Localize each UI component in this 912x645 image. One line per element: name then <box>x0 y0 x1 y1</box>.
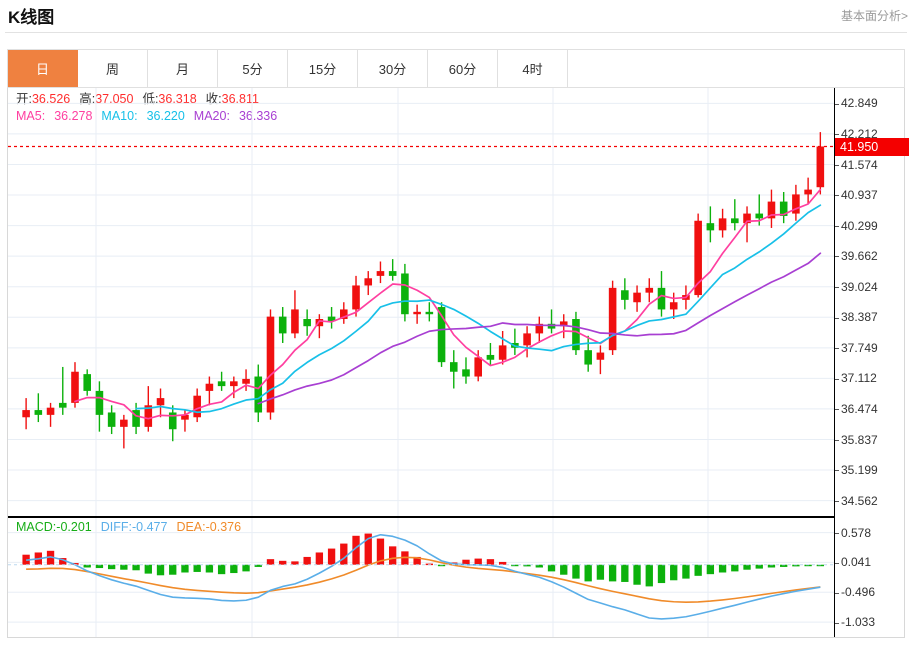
price-axis-tick-7: 38.387 <box>835 310 878 324</box>
open-label: 开: <box>16 92 32 106</box>
price-axis-tick-11: 35.837 <box>835 433 878 447</box>
high-value: 37.050 <box>95 92 134 106</box>
price-plot-panel[interactable] <box>8 88 834 516</box>
tick-label: 0.578 <box>841 525 872 540</box>
close-label: 收: <box>205 92 222 106</box>
diff-value: -0.477 <box>131 520 168 534</box>
macd-value: -0.201 <box>56 520 92 534</box>
price-axis-tick-9: 37.112 <box>835 371 877 385</box>
low-label: 低: <box>142 92 159 106</box>
close-value: 36.811 <box>221 92 259 106</box>
tab-label: 4时 <box>522 62 543 77</box>
tick-label: 35.199 <box>841 463 878 477</box>
ma-legend: MA5: 36.278 MA10: 36.220 MA20: 36.336 <box>16 108 277 125</box>
tab-label: 月 <box>175 62 189 77</box>
tick-label: -0.496 <box>841 585 876 600</box>
tick-label: 35.837 <box>841 432 878 447</box>
macd-axis-tick-2: -0.496 <box>835 585 875 599</box>
price-axis-tick-6: 39.024 <box>835 280 878 294</box>
diff-label: DIFF: <box>100 520 132 534</box>
candlestick-svg <box>8 88 834 516</box>
price-axis-tick-10: 36.474 <box>835 402 878 416</box>
macd-legend: MACD:-0.201 DIFF:-0.477 DEA:-0.376 <box>16 520 241 534</box>
tab-6[interactable]: 60分 <box>428 50 498 87</box>
page-title: K线图 <box>8 8 55 27</box>
tick-label: 39.024 <box>841 279 878 294</box>
tab-7[interactable]: 4时 <box>498 50 568 87</box>
price-axis-tick-8: 37.749 <box>835 341 878 355</box>
dea-value: -0.376 <box>205 520 242 534</box>
timeframe-tabbar: 日 周 月 5分 15分 30分 60分 4时 <box>7 49 905 88</box>
tab-0[interactable]: 日 <box>8 50 78 87</box>
panel-separator <box>8 516 834 518</box>
tick-label: 38.387 <box>841 310 878 325</box>
open-value: 36.526 <box>31 92 71 106</box>
tab-label: 5分 <box>242 62 263 77</box>
tick-label: -1.033 <box>841 615 876 630</box>
macd-axis-tick-1: 0.041 <box>835 555 871 569</box>
page-header: K线图 基本面分析> <box>0 0 912 33</box>
low-value: 36.318 <box>158 92 197 106</box>
fundamental-analysis-link[interactable]: 基本面分析> <box>840 9 908 23</box>
y-axis-labels: 42.849 42.212 41.574 40.937 40.299 39.662 39.0… <box>835 88 905 637</box>
ohlc-legend: 开:36.526 高:37.050 低:36.318 收:36.811 <box>16 91 259 108</box>
macd-axis-tick-0: 0.578 <box>835 526 871 540</box>
chart-container: 开:36.526 高:37.050 低:36.318 收:36.811 MA5: 36.… <box>7 88 909 638</box>
tick-label: 37.749 <box>841 340 878 355</box>
macd-label: MACD: <box>16 520 57 534</box>
price-axis-tick-4: 40.299 <box>835 219 878 233</box>
price-axis-tick-13: 34.562 <box>835 494 878 508</box>
current-price-tag: 41.950 <box>835 137 909 156</box>
tab-1[interactable]: 周 <box>78 50 148 87</box>
tab-label: 周 <box>105 62 119 77</box>
macd-svg <box>8 518 834 637</box>
ma20-label: MA20: <box>193 109 230 123</box>
tick-label: 40.299 <box>841 218 878 233</box>
tab-label: 日 <box>35 62 49 77</box>
tab-label: 30分 <box>378 62 407 77</box>
ma20-value: 36.336 <box>238 109 278 123</box>
header-divider <box>5 32 907 33</box>
macd-plot-panel[interactable]: MACD:-0.201 DIFF:-0.477 DEA:-0.376 <box>8 518 834 637</box>
tab-label: 15分 <box>308 62 337 77</box>
tab-4[interactable]: 15分 <box>288 50 358 87</box>
tab-label: 60分 <box>448 62 477 77</box>
price-axis-tick-5: 39.662 <box>835 249 878 263</box>
price-axis-tick-12: 35.199 <box>835 463 878 477</box>
tick-label: 0.041 <box>841 555 872 570</box>
dea-label: DEA: <box>176 520 206 534</box>
price-axis-tick-0: 42.849 <box>835 96 878 110</box>
tab-2[interactable]: 月 <box>148 50 218 87</box>
y-axis-line <box>834 88 835 637</box>
tick-label: 36.474 <box>841 401 878 416</box>
tick-label: 41.574 <box>841 157 878 172</box>
ma5-label: MA5: <box>16 109 46 123</box>
price-axis-tick-2: 41.574 <box>835 158 878 172</box>
tabbar-filler <box>568 50 904 87</box>
ma10-value: 36.220 <box>146 109 185 123</box>
tick-label: 39.662 <box>841 249 878 264</box>
tab-3[interactable]: 5分 <box>218 50 288 87</box>
tab-5[interactable]: 30分 <box>358 50 428 87</box>
high-label: 高: <box>79 92 96 106</box>
tick-label: 40.937 <box>841 188 878 202</box>
tick-label: 42.212 <box>841 126 878 141</box>
ma10-label: MA10: <box>101 109 138 123</box>
ma5-value: 36.278 <box>54 109 93 123</box>
price-axis-tick-3: 40.937 <box>835 188 878 202</box>
tick-label: 42.849 <box>841 96 878 111</box>
tick-label: 37.112 <box>841 371 877 386</box>
price-axis-tick-1: 42.212 <box>835 127 878 141</box>
macd-axis-tick-3: -1.033 <box>835 615 875 629</box>
tick-label: 34.562 <box>841 493 878 508</box>
